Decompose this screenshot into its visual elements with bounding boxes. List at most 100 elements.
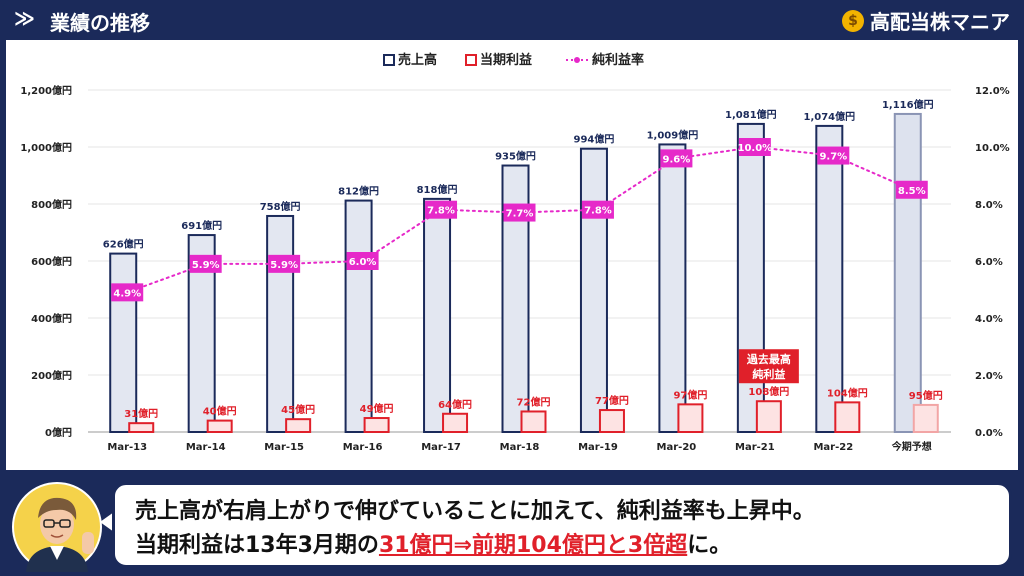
chart-panel: 0億円 200億円 400億円 600億円 800億円 1,000億円 1,200億円 0.0… xyxy=(6,40,1018,470)
speech-bubble: 売上高が右肩上がりで伸びていることに加えて、純利益率も上昇中。 当期利益は13年… xyxy=(112,482,1012,568)
y-left-tick-label: 600億円 xyxy=(31,255,72,268)
legend-profit-label: 当期利益 xyxy=(480,52,532,68)
x-tick-label: Mar-21 xyxy=(735,442,775,453)
profit-data-label: 97億円 xyxy=(673,388,707,401)
sales-bar xyxy=(893,112,922,433)
legend-sales-label: 売上高 xyxy=(398,52,437,68)
y-right-tick-label: 2.0% xyxy=(975,371,1003,382)
sales-bar xyxy=(658,143,687,433)
profit-data-label: 49億円 xyxy=(360,402,394,415)
profit-bar xyxy=(834,401,861,433)
x-tick-label: Mar-18 xyxy=(500,442,540,453)
sales-data-label: 1,074億円 xyxy=(803,110,855,123)
profit-data-label: 31億円 xyxy=(124,407,158,420)
caption-line-2-prefix: 当期利益は13年3月期の xyxy=(135,533,379,558)
legend-sales-swatch xyxy=(383,54,395,66)
x-tick-label: Mar-16 xyxy=(343,442,383,453)
sales-data-label: 935億円 xyxy=(495,150,536,163)
x-tick-label: Mar-17 xyxy=(421,442,461,453)
x-tick-label: Mar-15 xyxy=(264,442,304,453)
rate-label-box xyxy=(817,146,850,165)
y-right-tick-label: 8.0% xyxy=(975,200,1003,211)
y-right-tick-label: 4.0% xyxy=(975,314,1003,325)
rate-data-label: 10.0% xyxy=(738,143,773,154)
rate-data-label: 7.8% xyxy=(584,206,612,217)
rate-data-label: 9.6% xyxy=(663,154,691,165)
rate-label-box xyxy=(660,149,693,168)
y-right-tick-label: 10.0% xyxy=(975,143,1010,154)
profit-data-label: 40億円 xyxy=(203,405,237,418)
page-title: 業績の推移 xyxy=(50,11,150,35)
rate-label-box xyxy=(503,203,536,222)
sales-bar xyxy=(815,124,844,433)
rate-data-label: 5.9% xyxy=(270,260,298,271)
sales-data-label: 812億円 xyxy=(338,185,379,198)
profit-bar xyxy=(677,403,704,434)
sales-bar xyxy=(423,197,452,433)
rate-label-box xyxy=(581,200,614,219)
money-bag-icon: $ xyxy=(842,9,864,32)
y-left-tick-label: 400億円 xyxy=(31,312,72,325)
profit-bar xyxy=(598,409,625,433)
profit-bar xyxy=(206,419,233,434)
rate-data-label: 5.9% xyxy=(192,260,220,271)
sales-bar xyxy=(109,252,138,433)
sales-data-label: 818億円 xyxy=(417,183,458,196)
profit-bar xyxy=(128,422,155,434)
sales-bar xyxy=(266,214,295,433)
x-tick-label: Mar-19 xyxy=(578,442,618,453)
caption-line-1: 売上高が右肩上がりで伸びていることに加えて、純利益率も上昇中。 xyxy=(135,499,815,524)
legend-rate-marker xyxy=(574,57,580,63)
rate-label-box xyxy=(346,252,379,270)
rate-data-label: 4.9% xyxy=(113,288,141,299)
rate-data-label: 7.8% xyxy=(427,206,455,217)
y-right-tick-label: 12.0% xyxy=(975,86,1010,97)
sales-data-label: 691億円 xyxy=(181,219,222,232)
y-left-tick-label: 0億円 xyxy=(45,426,72,439)
profit-bar xyxy=(755,400,782,434)
rate-label-box xyxy=(738,138,771,156)
y-right-tick-label: 0.0% xyxy=(975,428,1003,439)
brand-name: 高配当株マニア xyxy=(870,10,1010,34)
caption-line-2: 当期利益は13年3月期の31億円⇒前期104億円と3倍超に。 xyxy=(135,527,731,559)
profit-bar xyxy=(912,403,939,433)
caption-line-2-suffix: に。 xyxy=(687,533,732,558)
caption-highlight: 31億円⇒前期104億円と3倍超 xyxy=(378,533,688,558)
rate-label-box xyxy=(895,180,928,199)
sales-data-label: 994億円 xyxy=(574,133,615,146)
sales-bar xyxy=(736,122,765,433)
sales-data-label: 758億円 xyxy=(260,200,301,213)
avatar xyxy=(12,482,102,572)
rate-label-box xyxy=(425,200,458,219)
sales-data-label: 1,116億円 xyxy=(882,98,934,111)
sales-data-label: 1,081億円 xyxy=(725,108,777,121)
profit-bar xyxy=(363,417,390,434)
profit-data-label: 95億円 xyxy=(909,389,943,402)
profit-data-label: 72億円 xyxy=(517,395,551,408)
record-annotation-box xyxy=(738,349,799,384)
y-left-tick-label: 1,000億円 xyxy=(20,141,72,154)
sales-bar xyxy=(579,147,608,434)
profit-bar xyxy=(285,418,312,433)
rate-label-box xyxy=(189,254,222,273)
speech-bubble-tail xyxy=(100,512,114,532)
sales-data-label: 1,009億円 xyxy=(647,128,699,141)
rate-data-label: 7.7% xyxy=(506,209,534,220)
rate-line xyxy=(126,145,913,294)
x-tick-label: Mar-22 xyxy=(813,442,853,453)
sales-bar xyxy=(344,199,373,433)
profit-bar xyxy=(442,412,469,434)
x-tick-label: Mar-14 xyxy=(186,442,226,453)
x-tick-label: Mar-13 xyxy=(107,442,147,453)
chevron-double-right-icon: ≫ xyxy=(14,6,35,30)
legend-rate-label: 純利益率 xyxy=(592,52,644,68)
profit-data-label: 64億円 xyxy=(438,398,472,411)
rate-data-label: 8.5% xyxy=(898,186,926,197)
brand-logo: $ 高配当株マニア xyxy=(842,6,1010,35)
legend-profit-swatch xyxy=(465,54,477,66)
y-right-tick-label: 6.0% xyxy=(975,257,1003,268)
x-tick-label: 今期予想 xyxy=(891,440,932,453)
profit-data-label: 45億円 xyxy=(281,403,315,416)
rate-data-label: 9.7% xyxy=(819,152,847,163)
rate-data-label: 6.0% xyxy=(349,257,377,268)
